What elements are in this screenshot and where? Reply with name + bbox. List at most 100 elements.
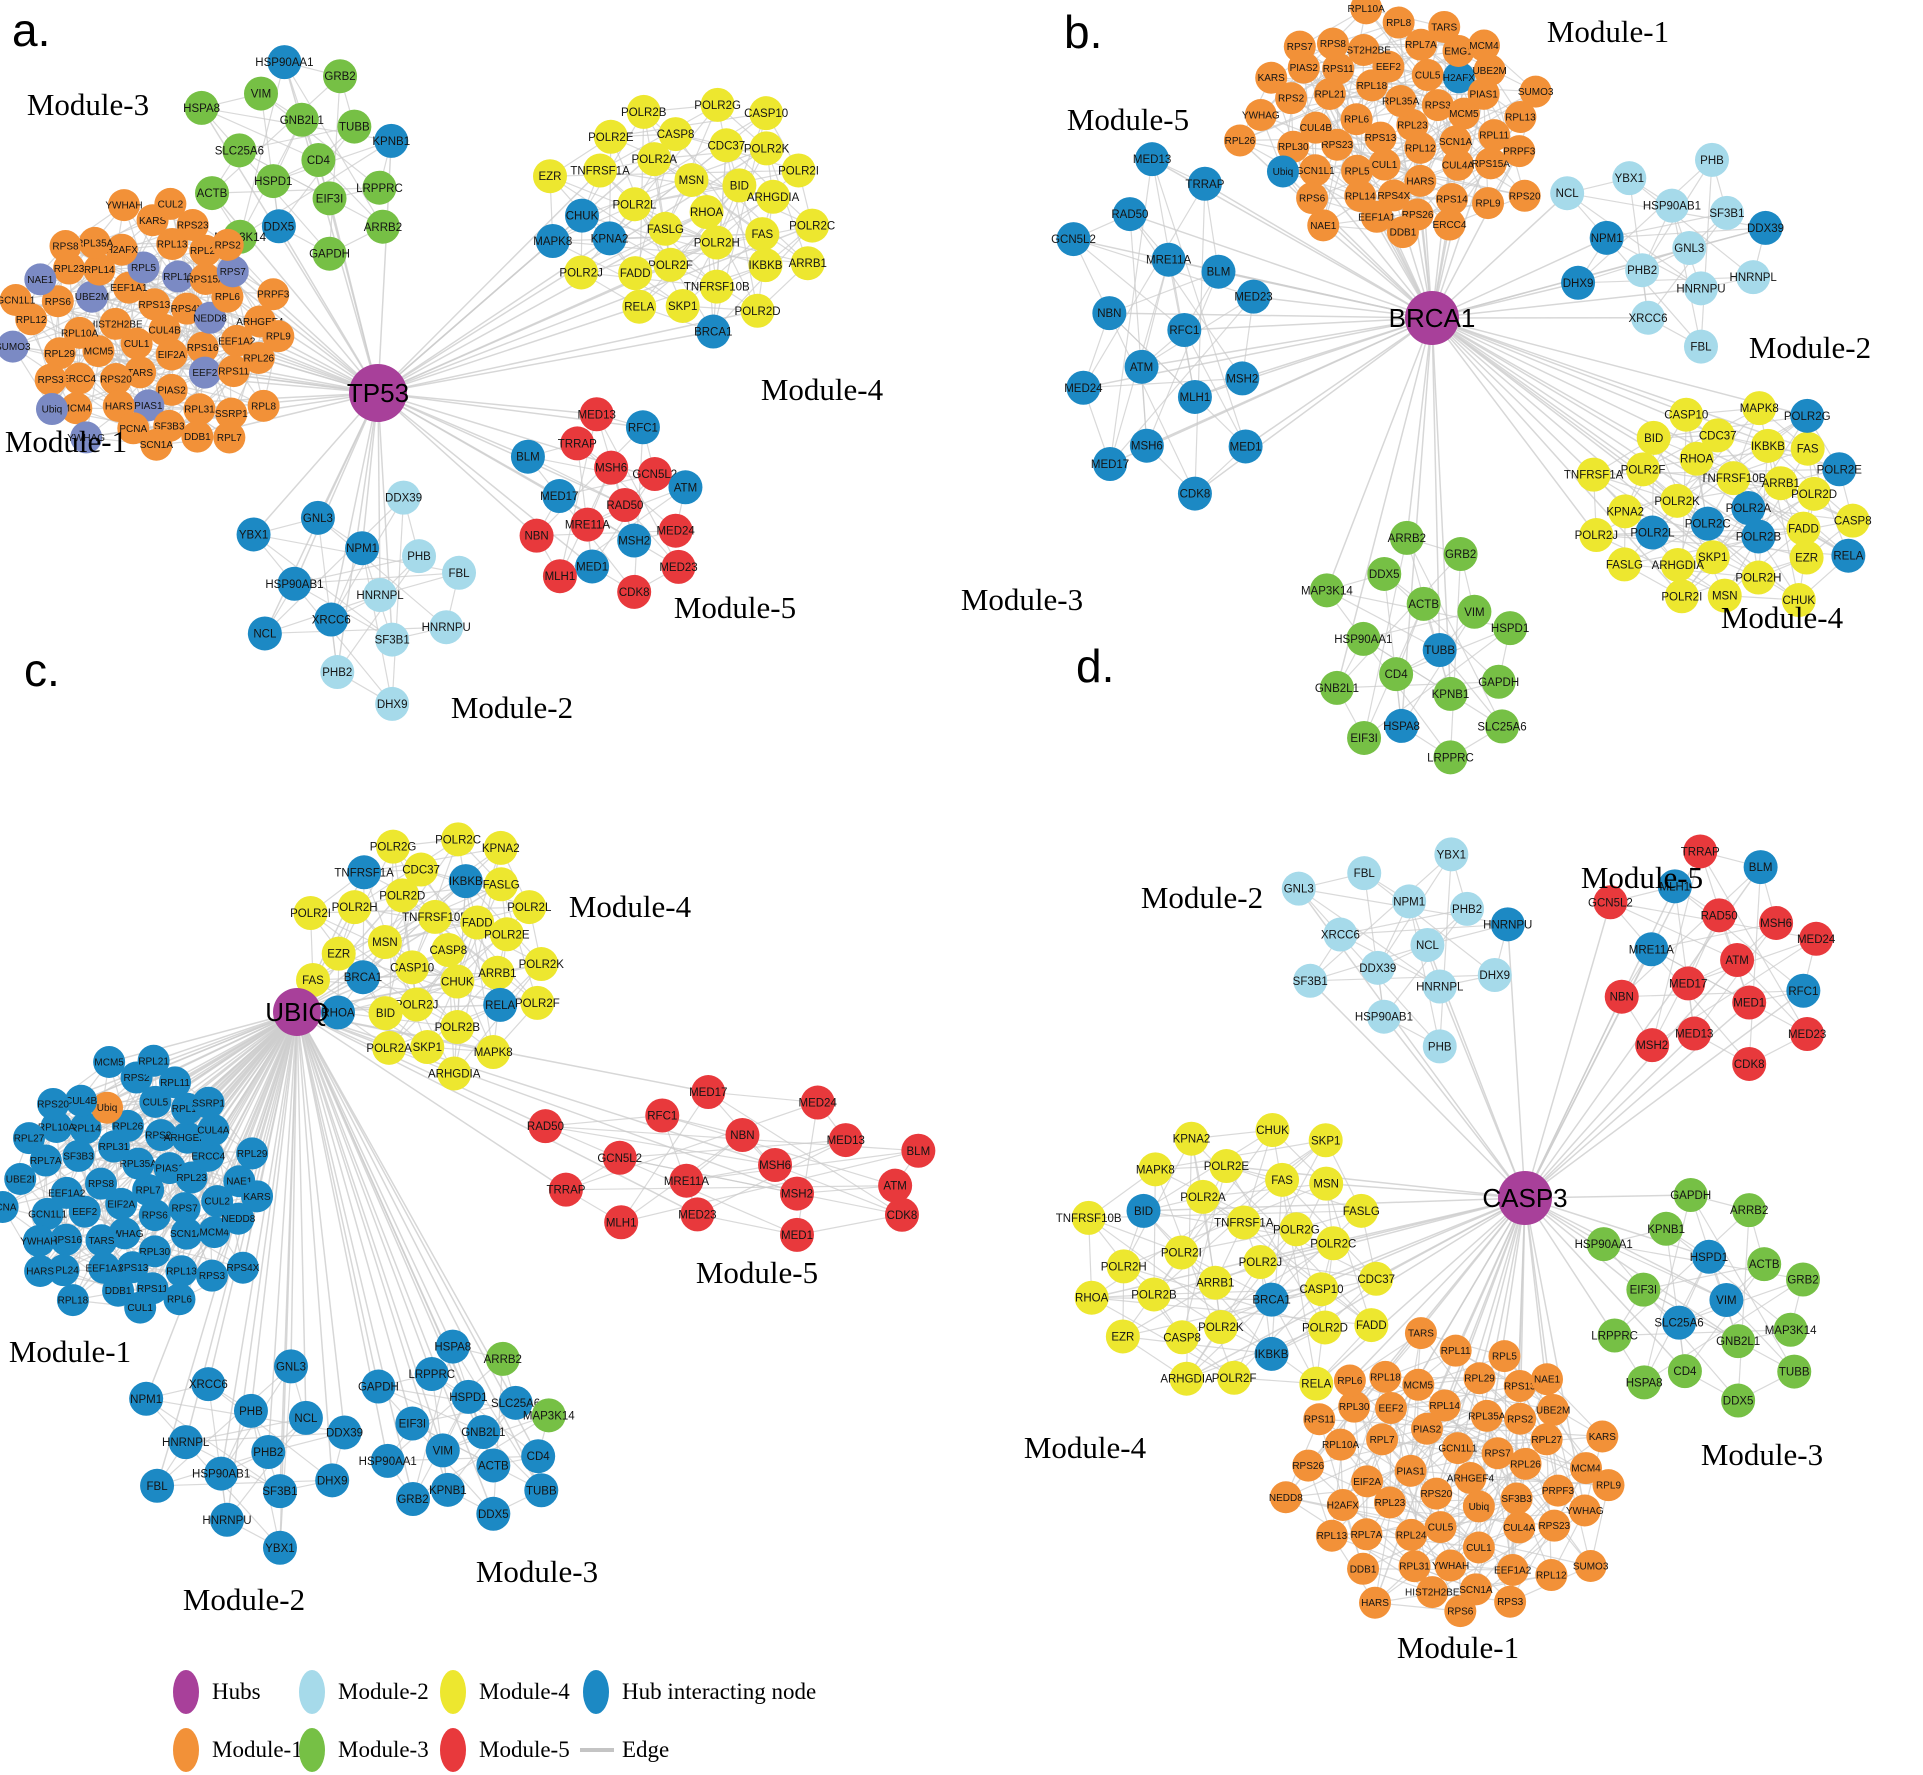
node-ACTB[interactable]: ACTB — [1406, 586, 1441, 621]
EIF3I-circle[interactable] — [312, 181, 347, 216]
node-RPS13[interactable]: RPS13 — [1503, 1369, 1536, 1402]
POLR2E-circle[interactable] — [1209, 1149, 1244, 1184]
EZR-circle[interactable] — [321, 936, 356, 971]
RPL13-circle[interactable] — [1504, 101, 1537, 134]
RELA-circle[interactable] — [1831, 538, 1866, 573]
SF3B1-circle[interactable] — [1293, 963, 1328, 998]
POLR2A-circle[interactable] — [637, 142, 672, 177]
NAE1-circle[interactable] — [24, 263, 57, 296]
node-CUL4A[interactable]: CUL4A — [197, 1113, 230, 1146]
node-MCM4[interactable]: MCM4 — [1467, 29, 1500, 62]
RPS16-circle[interactable] — [186, 331, 219, 364]
MCM4-circle[interactable] — [1570, 1452, 1603, 1485]
node-ACTB[interactable]: ACTB — [476, 1448, 511, 1483]
UBE2M-circle[interactable] — [75, 280, 108, 313]
node-RPL18[interactable]: RPL18 — [56, 1284, 89, 1317]
node-RFC1[interactable]: RFC1 — [625, 410, 660, 445]
ARHGDIA-circle[interactable] — [437, 1056, 472, 1091]
GAPDH-circle[interactable] — [361, 1369, 396, 1404]
node-POLR2C[interactable]: POLR2C — [789, 208, 835, 243]
node-NCL[interactable]: NCL — [288, 1400, 323, 1435]
node-FBL[interactable]: FBL — [442, 555, 477, 590]
CHUK-circle[interactable] — [564, 198, 599, 233]
node-FASLG[interactable]: FASLG — [483, 867, 520, 902]
node-RPS2[interactable]: RPS2 — [1504, 1402, 1537, 1435]
node-MED17[interactable]: MED17 — [689, 1075, 727, 1110]
node-XRCC6[interactable]: XRCC6 — [1321, 917, 1360, 952]
node-RPL12[interactable]: RPL12 — [1404, 131, 1437, 164]
H2AFX-circle[interactable] — [105, 233, 138, 266]
node-FADD[interactable]: FADD — [1786, 511, 1821, 546]
GRB2-circle[interactable] — [323, 59, 358, 94]
node-MCM5[interactable]: MCM5 — [93, 1046, 126, 1079]
RPL30-circle[interactable] — [1277, 130, 1310, 163]
POLR2B-circle[interactable] — [440, 1010, 475, 1045]
BRCA1-circle[interactable] — [1254, 1282, 1289, 1317]
SF3B1-circle[interactable] — [1709, 195, 1744, 230]
POLR2J-circle[interactable] — [564, 255, 599, 290]
MED24-circle[interactable] — [800, 1085, 835, 1120]
node-MRE11A[interactable]: MRE11A — [1629, 932, 1674, 967]
node-TARS[interactable]: TARS — [1428, 10, 1461, 43]
MED13-circle[interactable] — [828, 1123, 863, 1158]
RPL35A-circle[interactable] — [1470, 1399, 1503, 1432]
node-MED23[interactable]: MED23 — [678, 1197, 717, 1232]
KARS-circle[interactable] — [1586, 1420, 1619, 1453]
node-NEDD8[interactable]: NEDD8 — [1269, 1481, 1303, 1514]
POLR2C-circle[interactable] — [441, 822, 476, 857]
SF3B1-circle[interactable] — [375, 622, 410, 657]
POLR2F-circle[interactable] — [1217, 1360, 1252, 1395]
node-LRPPRC[interactable]: LRPPRC — [1591, 1318, 1638, 1353]
SLC25A6-circle[interactable] — [1662, 1305, 1697, 1340]
CUL5-circle[interactable] — [1424, 1511, 1457, 1544]
CASP3-hub-circle[interactable] — [1498, 1171, 1552, 1225]
POLR2I-circle[interactable] — [1664, 579, 1699, 614]
RPL12-circle[interactable] — [1535, 1559, 1568, 1592]
node-HSPA8[interactable]: HSPA8 — [183, 90, 220, 125]
CDK8-circle[interactable] — [884, 1197, 919, 1232]
POLR2H-circle[interactable] — [337, 890, 372, 925]
node-CDK8[interactable]: CDK8 — [1732, 1046, 1767, 1081]
POLR2I-circle[interactable] — [1164, 1235, 1199, 1270]
MED17-circle[interactable] — [691, 1075, 726, 1110]
RPL26-circle[interactable] — [1509, 1447, 1542, 1480]
HSP90AA1-circle[interactable] — [267, 45, 302, 80]
node-HSPA8[interactable]: HSPA8 — [1626, 1365, 1663, 1400]
node-POLR2C[interactable]: POLR2C — [435, 822, 481, 857]
GAPDH-circle[interactable] — [1673, 1178, 1708, 1213]
node-GCN5L2[interactable]: GCN5L2 — [597, 1140, 642, 1175]
node-CHUK[interactable]: CHUK — [1255, 1113, 1290, 1148]
node-SF3B3[interactable]: SF3B3 — [62, 1139, 95, 1172]
node-HSPD1[interactable]: HSPD1 — [1491, 611, 1529, 646]
node-HSP90AA1[interactable]: HSP90AA1 — [255, 45, 313, 80]
RPL21-circle[interactable] — [137, 1044, 170, 1077]
hub-TP53[interactable]: TP53 — [347, 364, 409, 422]
node-VIM[interactable]: VIM — [1457, 594, 1492, 629]
LRPPRC-circle[interactable] — [414, 1357, 449, 1392]
node-DDX39[interactable]: DDX39 — [1747, 210, 1784, 245]
node-RFC1[interactable]: RFC1 — [1786, 973, 1821, 1008]
HSP90AA1-circle[interactable] — [1586, 1227, 1621, 1262]
node-ATM[interactable]: ATM — [1720, 943, 1755, 977]
RAD50-circle[interactable] — [528, 1109, 563, 1144]
UBE2M-circle[interactable] — [1473, 54, 1506, 87]
node-CASP10[interactable]: CASP10 — [1664, 397, 1708, 432]
CUL4A-circle[interactable] — [1442, 148, 1475, 181]
node-MAP3K14[interactable]: MAP3K14 — [1301, 573, 1353, 608]
node-HNRNPL[interactable]: HNRNPL — [1730, 260, 1778, 295]
ARHGEF4-circle[interactable] — [1454, 1462, 1487, 1494]
RPS6-circle[interactable] — [1296, 182, 1329, 215]
LRPPRC-circle[interactable] — [1597, 1318, 1632, 1353]
node-MLH1[interactable]: MLH1 — [542, 559, 577, 594]
node-BID[interactable]: BID — [1126, 1193, 1161, 1228]
node-IKBKB[interactable]: IKBKB — [1254, 1336, 1289, 1371]
TNFRSF10B-circle[interactable] — [1716, 461, 1751, 496]
POLR2L-circle[interactable] — [617, 187, 652, 222]
HARS-circle[interactable] — [1404, 164, 1437, 197]
RPS7-circle[interactable] — [216, 255, 249, 288]
MSH6-circle[interactable] — [1129, 428, 1164, 463]
EZR-circle[interactable] — [1789, 540, 1824, 575]
PHB-circle[interactable] — [402, 539, 437, 574]
node-FASLG[interactable]: FASLG — [1606, 547, 1643, 582]
POLR2K-circle[interactable] — [749, 131, 784, 166]
